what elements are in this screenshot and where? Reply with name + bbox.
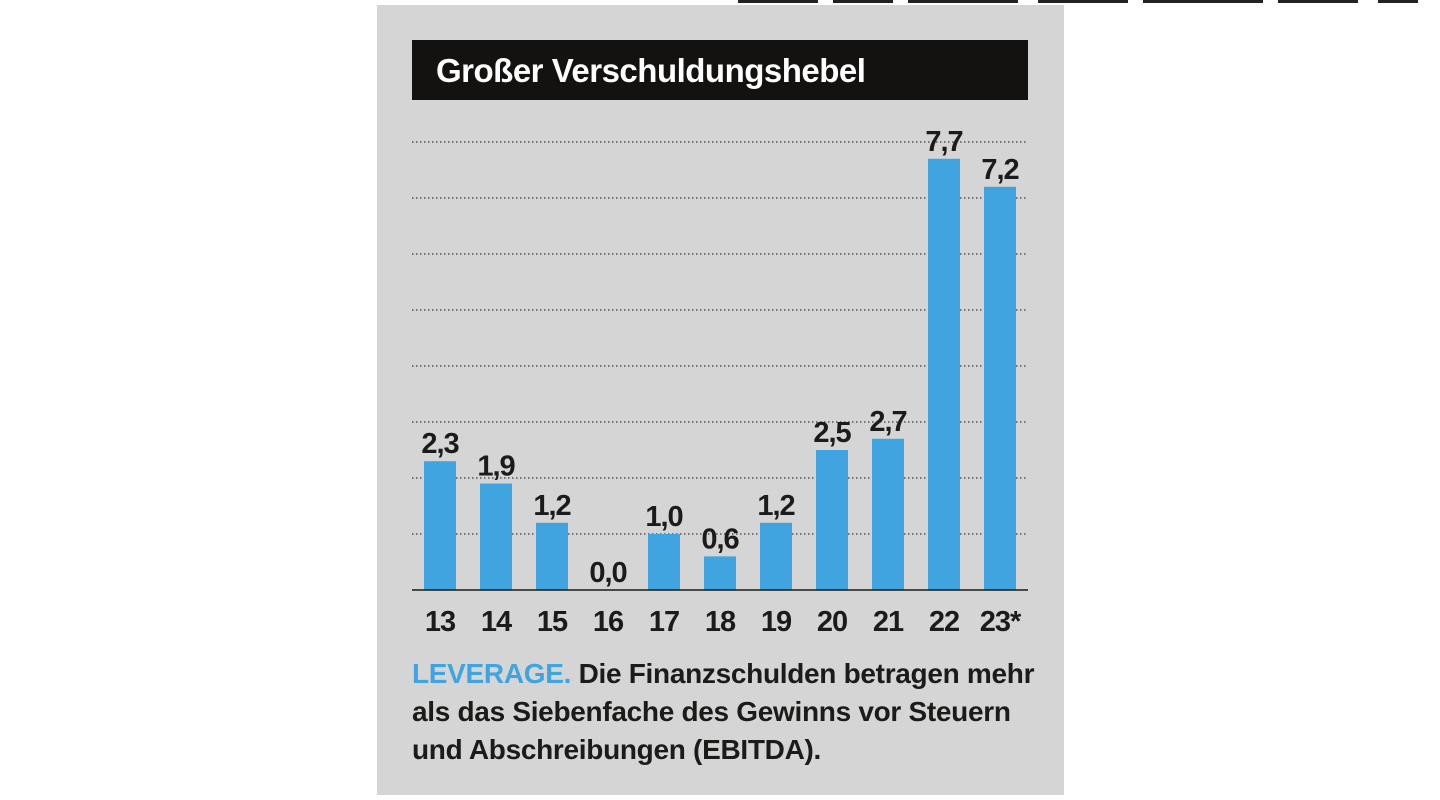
bar-19 [760,522,792,590]
category-label: 19 [761,606,792,638]
value-label: 1,2 [533,490,570,522]
category-label: 21 [873,606,904,638]
category-label: 15 [537,606,568,638]
value-label: 0,0 [589,557,626,589]
bar-17 [648,534,680,590]
category-label: 20 [817,606,847,638]
value-label: 1,9 [477,451,515,483]
bar-chart: 2,3 13 1,9 14 1,2 15 0,0 16 1,0 17 0,6 18 1,2 19 2,5 20… [412,126,1028,638]
value-label: 7,7 [925,126,962,158]
caption-lead: LEVERAGE. [412,658,572,689]
chart-title: Großer Verschuldungshebel [436,52,866,89]
value-label: 0,6 [701,523,739,555]
caption-text: Die Finanzschulden betragen mehr als das… [412,658,1035,765]
value-label: 1,2 [757,490,794,522]
value-label: 7,2 [981,154,1018,186]
category-label: 18 [705,606,736,638]
bar-14 [480,483,512,590]
bar-15 [536,522,568,590]
category-label: 22 [929,606,959,638]
bar-22 [928,158,960,591]
cropped-header-remnant [738,0,1418,3]
bar-21 [872,438,904,590]
value-label: 2,5 [813,417,851,449]
category-label: 13 [425,606,456,638]
value-label: 1,0 [645,501,682,533]
value-label: 2,3 [421,428,459,460]
category-label: 17 [649,606,679,638]
category-label: 23* [980,606,1022,638]
category-label: 16 [593,606,624,638]
title-bar: Großer Verschuldungshebel [412,40,1028,100]
value-label: 2,7 [869,406,906,438]
bar-23* [984,186,1016,591]
chart-card: Großer Verschuldungshebel 2,3 13 1,9 14 1,2 1… [377,5,1064,795]
category-label: 14 [481,606,512,638]
chart-caption: LEVERAGE. Die Finanzschulden betragen me… [412,655,1042,769]
bar-13 [424,461,456,590]
bar-18 [704,556,736,590]
bar-20 [816,450,848,590]
